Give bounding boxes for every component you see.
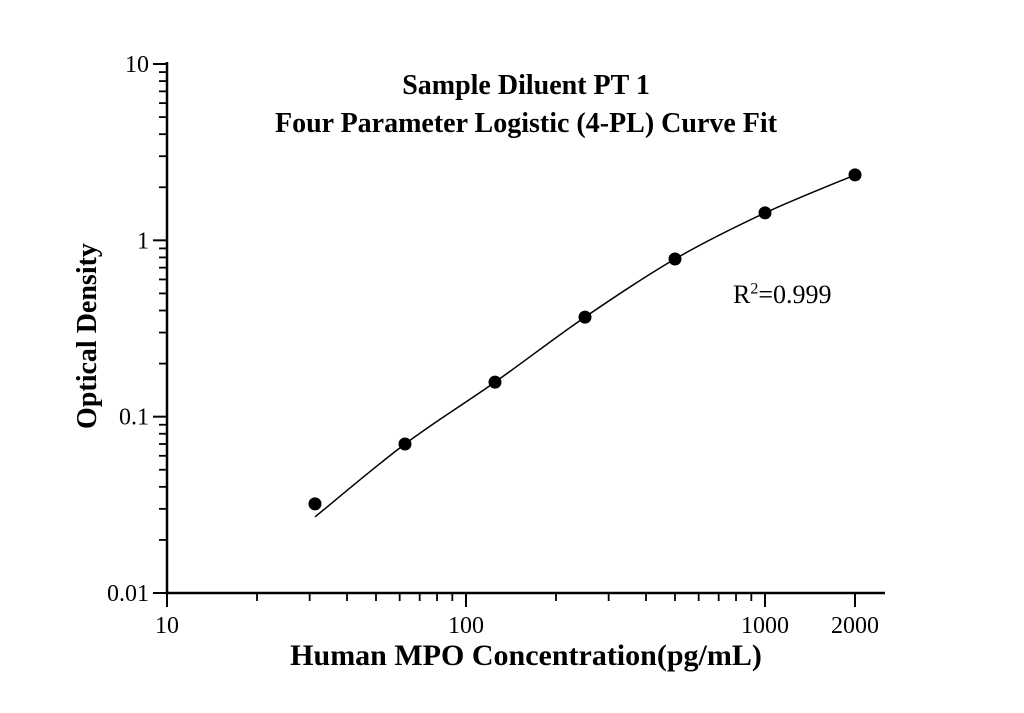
x-tick-label-2000: 2000 (831, 613, 879, 639)
data-point-500 (668, 252, 682, 266)
y-tick-label-0.1: 0.1 (119, 405, 149, 431)
y-tick-label-10: 10 (125, 52, 149, 78)
r-squared-annotation: R2=0.999 (733, 280, 832, 310)
x-tick-label-1000: 1000 (741, 613, 789, 639)
data-point-1000 (758, 206, 772, 220)
data-point-2000 (848, 168, 862, 182)
y-tick-label-1: 1 (137, 228, 149, 254)
fit-curve (314, 174, 856, 518)
y-tick-label-0.01: 0.01 (107, 581, 149, 607)
r-squared-superscript: 2 (750, 280, 759, 298)
x-tick-label-10: 10 (155, 613, 179, 639)
x-tick-label-100: 100 (448, 613, 484, 639)
x-axis-title: Human MPO Concentration(pg/mL) (290, 639, 762, 672)
y-axis-title: Optical Density (72, 243, 103, 429)
data-point-62.5 (398, 437, 412, 451)
data-point-31.25 (308, 497, 322, 511)
r-squared-base: R (733, 280, 751, 309)
r-squared-value: =0.999 (758, 280, 832, 309)
chart-subtitle: Four Parameter Logistic (4-PL) Curve Fit (274, 108, 778, 139)
data-point-125 (488, 375, 502, 389)
chart-title: Sample Diluent PT 1 (402, 70, 650, 101)
data-point-250 (578, 310, 592, 324)
